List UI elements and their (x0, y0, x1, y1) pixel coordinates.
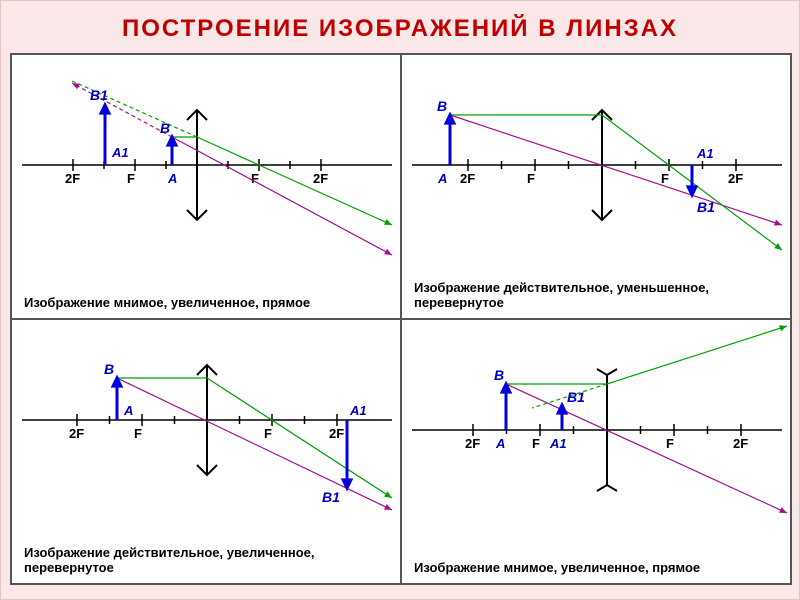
svg-text:B1: B1 (567, 389, 585, 405)
svg-text:F: F (251, 171, 259, 186)
svg-text:A1: A1 (349, 403, 367, 418)
svg-text:A: A (495, 436, 505, 451)
svg-text:2F: 2F (65, 171, 80, 186)
svg-text:F: F (532, 436, 540, 451)
svg-text:F: F (666, 436, 674, 451)
svg-text:F: F (127, 171, 135, 186)
panel-3: 2F F F 2F B A B1 A1 Изображение действительное,… (11, 319, 401, 584)
svg-text:F: F (134, 426, 142, 441)
svg-text:F: F (264, 426, 272, 441)
page: ПОСТРОЕНИЕ ИЗОБРАЖЕНИЙ В ЛИНЗАХ 2F F F 2F B A… (0, 0, 800, 600)
panel-3-caption: Изображение действительное, увеличенное,… (24, 545, 388, 575)
svg-text:B1: B1 (90, 87, 108, 103)
page-title: ПОСТРОЕНИЕ ИЗОБРАЖЕНИЙ В ЛИНЗАХ (1, 1, 799, 53)
svg-text:A: A (123, 403, 133, 418)
panel-4: 2F F F 2F B A B1 A1 Изображение мнимое, увеличе… (401, 319, 791, 584)
panel-1: 2F F F 2F B A B1 A1 Изображение мнимое, увеличе… (11, 54, 401, 319)
svg-text:2F: 2F (465, 436, 480, 451)
svg-text:B: B (437, 98, 447, 114)
diagram-grid: 2F F F 2F B A B1 A1 Изображение мнимое, увеличе… (10, 53, 792, 585)
svg-text:2F: 2F (313, 171, 328, 186)
svg-text:2F: 2F (460, 171, 475, 186)
panel-2: 2F F F 2F B A B1 A1 Изображение действительное,… (401, 54, 791, 319)
svg-text:A: A (167, 171, 177, 186)
svg-text:B1: B1 (322, 489, 340, 505)
svg-text:A1: A1 (111, 145, 129, 160)
svg-text:A1: A1 (549, 436, 567, 451)
panel-1-caption: Изображение мнимое, увеличенное, прямое (24, 295, 388, 310)
svg-text:B: B (494, 367, 504, 383)
svg-text:F: F (661, 171, 669, 186)
panel-4-caption: Изображение мнимое, увеличенное, прямое (414, 560, 778, 575)
svg-text:B: B (104, 361, 114, 377)
svg-text:B: B (160, 120, 170, 136)
svg-text:A1: A1 (696, 146, 714, 161)
svg-text:B1: B1 (697, 199, 715, 215)
panel-2-caption: Изображение действительное, уменьшенное,… (414, 280, 778, 310)
svg-text:2F: 2F (69, 426, 84, 441)
svg-text:2F: 2F (733, 436, 748, 451)
svg-text:2F: 2F (728, 171, 743, 186)
svg-text:F: F (527, 171, 535, 186)
svg-text:2F: 2F (329, 426, 344, 441)
svg-text:A: A (437, 171, 447, 186)
